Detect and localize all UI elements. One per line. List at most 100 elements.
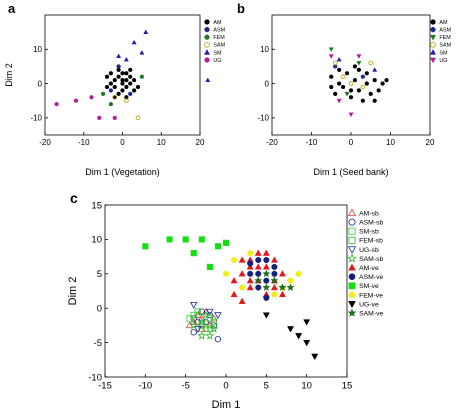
data-point [360, 98, 366, 103]
data-point [311, 353, 319, 361]
data-point [142, 243, 149, 250]
data-point [333, 91, 338, 97]
data-point [303, 339, 311, 347]
x-tick-label: -5 [181, 381, 189, 392]
y-axis-label: Dim 2 [4, 63, 14, 87]
data-point [263, 294, 270, 301]
data-point [332, 60, 338, 66]
legend-marker [347, 253, 357, 263]
legend-marker [347, 308, 357, 317]
y-tick-label: -10 [257, 114, 269, 123]
data-point [372, 77, 377, 83]
data-point [128, 67, 133, 73]
y-tick-label: 10 [260, 45, 269, 54]
y-tick-label: 10 [91, 235, 102, 246]
data-point [356, 67, 362, 73]
legend-marker [348, 273, 356, 281]
data-point [364, 71, 369, 76]
data-point [128, 81, 133, 86]
data-point [198, 236, 205, 243]
data-point [344, 91, 350, 97]
data-point [197, 317, 207, 326]
data-point [124, 98, 129, 104]
data-point [214, 335, 222, 343]
legend-marker [347, 208, 357, 217]
data-point [360, 74, 366, 79]
data-point [336, 56, 342, 62]
data-point [263, 256, 270, 264]
legend-label: UG [213, 58, 221, 64]
data-point [270, 283, 278, 291]
legend-label: SAM-sb [359, 256, 383, 263]
data-point [238, 270, 246, 277]
legend-label: AM-ve [359, 265, 379, 272]
data-point [104, 74, 110, 79]
data-point [120, 88, 125, 93]
legend-marker [204, 34, 210, 40]
data-point [131, 77, 137, 83]
data-point [270, 276, 279, 285]
legend-marker [429, 57, 437, 64]
legend-label: SAM-ve [359, 310, 383, 317]
data-point [238, 297, 246, 304]
data-point [340, 84, 346, 90]
data-point [108, 71, 114, 76]
data-point [340, 74, 346, 80]
data-point [205, 330, 215, 340]
data-point [368, 60, 374, 66]
data-point [100, 91, 106, 97]
y-tick-label: 0 [38, 79, 43, 88]
data-point [254, 276, 263, 285]
data-point [222, 239, 230, 246]
data-point [384, 77, 389, 83]
data-point [206, 263, 213, 270]
data-point [368, 91, 373, 97]
legend-label: AM-sb [359, 210, 379, 217]
data-point [210, 322, 218, 329]
legend-marker [348, 282, 356, 290]
legend-marker [430, 19, 436, 25]
panel-letter: c [70, 190, 78, 206]
data-point [271, 270, 278, 277]
data-point [108, 81, 114, 86]
data-point [344, 71, 350, 76]
data-point [54, 101, 59, 107]
data-point [120, 81, 125, 86]
legend-label: UG-ve [359, 301, 379, 308]
data-point [329, 74, 334, 79]
data-point [139, 74, 145, 79]
legend: AM-sb ASM-sb SM-sb FEM-sb UG-sb SAM-sb AM-ve AS… [347, 208, 383, 317]
data-point [278, 270, 286, 277]
data-point [356, 54, 362, 59]
data-point [202, 318, 210, 326]
data-point [360, 84, 366, 90]
data-point [206, 311, 214, 319]
x-axis-label: Dim 1 [212, 399, 241, 411]
data-point [255, 270, 262, 277]
data-point [116, 74, 121, 79]
data-point [112, 94, 118, 100]
legend-label: SM [439, 50, 448, 56]
data-point [186, 315, 193, 322]
data-point [246, 283, 254, 291]
data-point [206, 308, 214, 316]
data-point [206, 315, 214, 322]
legend-label: FEM [213, 35, 225, 41]
data-point [255, 284, 262, 291]
data-point [189, 301, 198, 309]
legend-marker [348, 301, 356, 309]
data-point [190, 329, 197, 336]
data-point [262, 249, 270, 256]
legend-label: SM-ve [359, 283, 379, 290]
x-tick-label: 10 [386, 138, 395, 147]
x-tick-label: 0 [349, 138, 354, 147]
data-point [278, 283, 287, 292]
data-point [271, 291, 278, 298]
y-axis-label: Dim 2 [67, 277, 79, 306]
data-point [348, 112, 354, 118]
data-point [120, 71, 125, 76]
legend-marker [204, 41, 210, 48]
y-tick-label: -10 [30, 114, 42, 123]
data-point [214, 312, 222, 320]
